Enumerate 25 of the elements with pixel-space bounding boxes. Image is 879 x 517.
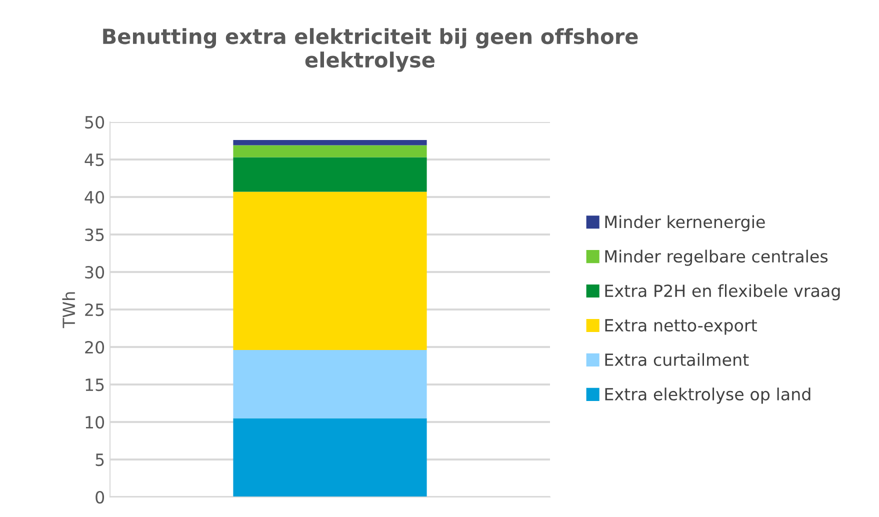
bar bbox=[233, 192, 427, 350]
legend-label: Extra elektrolyse op land bbox=[605, 388, 810, 404]
y-axis-title: TWh bbox=[62, 292, 75, 328]
legend-label: Extra curtailment bbox=[605, 353, 749, 366]
y-tick-label: 25 bbox=[85, 303, 104, 316]
legend-label: Extra P2H en flexibele vraag bbox=[605, 284, 840, 300]
bar bbox=[233, 145, 427, 158]
bar bbox=[233, 418, 427, 497]
y-tick-label: 45 bbox=[84, 154, 104, 166]
chart-title: Benutting extra elektriciteit bij geen offshore elektrolyse bbox=[103, 28, 638, 72]
legend-label: Extra netto-export bbox=[605, 319, 757, 335]
y-tick-label: 0 bbox=[96, 490, 104, 504]
y-tick-label: 40 bbox=[84, 190, 104, 204]
bar bbox=[233, 140, 427, 146]
y-tick-label: 35 bbox=[85, 228, 104, 242]
bar bbox=[233, 350, 427, 418]
y-tick-label: 20 bbox=[85, 340, 104, 354]
y-tick-label: 5 bbox=[96, 454, 104, 466]
legend-label: Minder regelbare centrales bbox=[605, 250, 828, 266]
bar bbox=[233, 157, 427, 192]
y-tick-label: 30 bbox=[85, 266, 104, 279]
y-tick-label: 15 bbox=[86, 378, 104, 392]
legend-label: Minder kernenergie bbox=[605, 215, 765, 232]
y-tick-label: 50 bbox=[85, 116, 104, 129]
y-tick-label: 10 bbox=[86, 416, 104, 429]
